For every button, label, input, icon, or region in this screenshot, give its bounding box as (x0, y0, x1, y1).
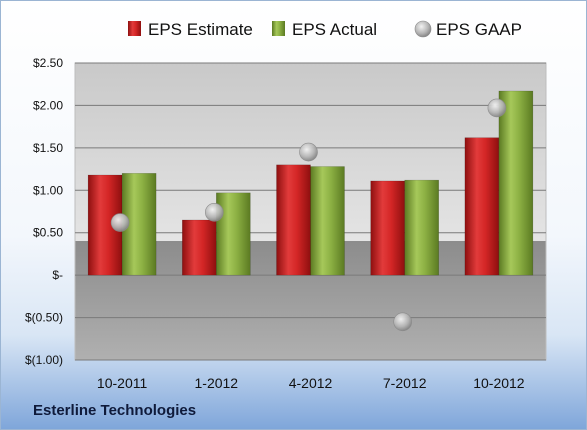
eps-actual-bar (216, 192, 251, 276)
x-axis: 10-2011 1-2012 4-2012 7-2012 10-2012 (97, 375, 525, 391)
legend-swatch-actual (272, 21, 285, 36)
eps-actual-bar (310, 166, 345, 276)
x-category-label: 1-2012 (195, 375, 239, 391)
legend-swatch-estimate (128, 21, 141, 36)
eps-estimate-bar (464, 137, 500, 276)
eps-gaap-marker (393, 312, 413, 332)
x-category-label: 4-2012 (289, 375, 333, 391)
y-tick-label: $1.00 (33, 183, 63, 197)
bars (87, 90, 534, 276)
legend-label: EPS Estimate (148, 20, 253, 39)
x-category-label: 10-2011 (97, 375, 148, 391)
legend-label: EPS GAAP (436, 20, 522, 39)
y-tick-label: $1.50 (33, 141, 63, 155)
y-tick-label: $2.00 (33, 98, 63, 112)
y-tick-label: $- (52, 268, 63, 282)
eps-gaap-marker (110, 213, 130, 232)
y-tick-label: $(0.50) (25, 311, 63, 325)
y-tick-label: $2.50 (33, 56, 63, 70)
x-category-label: 7-2012 (383, 375, 427, 391)
eps-estimate-bar (276, 164, 311, 276)
x-category-label: 10-2012 (473, 375, 525, 391)
y-tick-label: $0.50 (33, 226, 63, 240)
y-axis: $2.50 $2.00 $1.50 $1.00 $0.50 $- $(0.50) $(1.00… (25, 56, 63, 367)
company-name: Esterline Technologies (33, 402, 197, 419)
eps-gaap-marker (299, 142, 318, 162)
y-tick-label: $(1.00) (25, 353, 63, 367)
gaap-markers (110, 98, 507, 332)
eps-actual-bar (498, 90, 534, 276)
eps-estimate-bar (370, 180, 405, 276)
eps-actual-bar (404, 179, 439, 276)
eps-gaap-marker (487, 98, 507, 118)
eps-gaap-marker (205, 203, 224, 222)
eps-estimate-bar (182, 219, 217, 276)
legend: EPS Estimate EPS Actual EPS GAAP (128, 20, 522, 39)
legend-swatch-gaap (414, 20, 432, 38)
legend-label: EPS Actual (292, 20, 377, 39)
